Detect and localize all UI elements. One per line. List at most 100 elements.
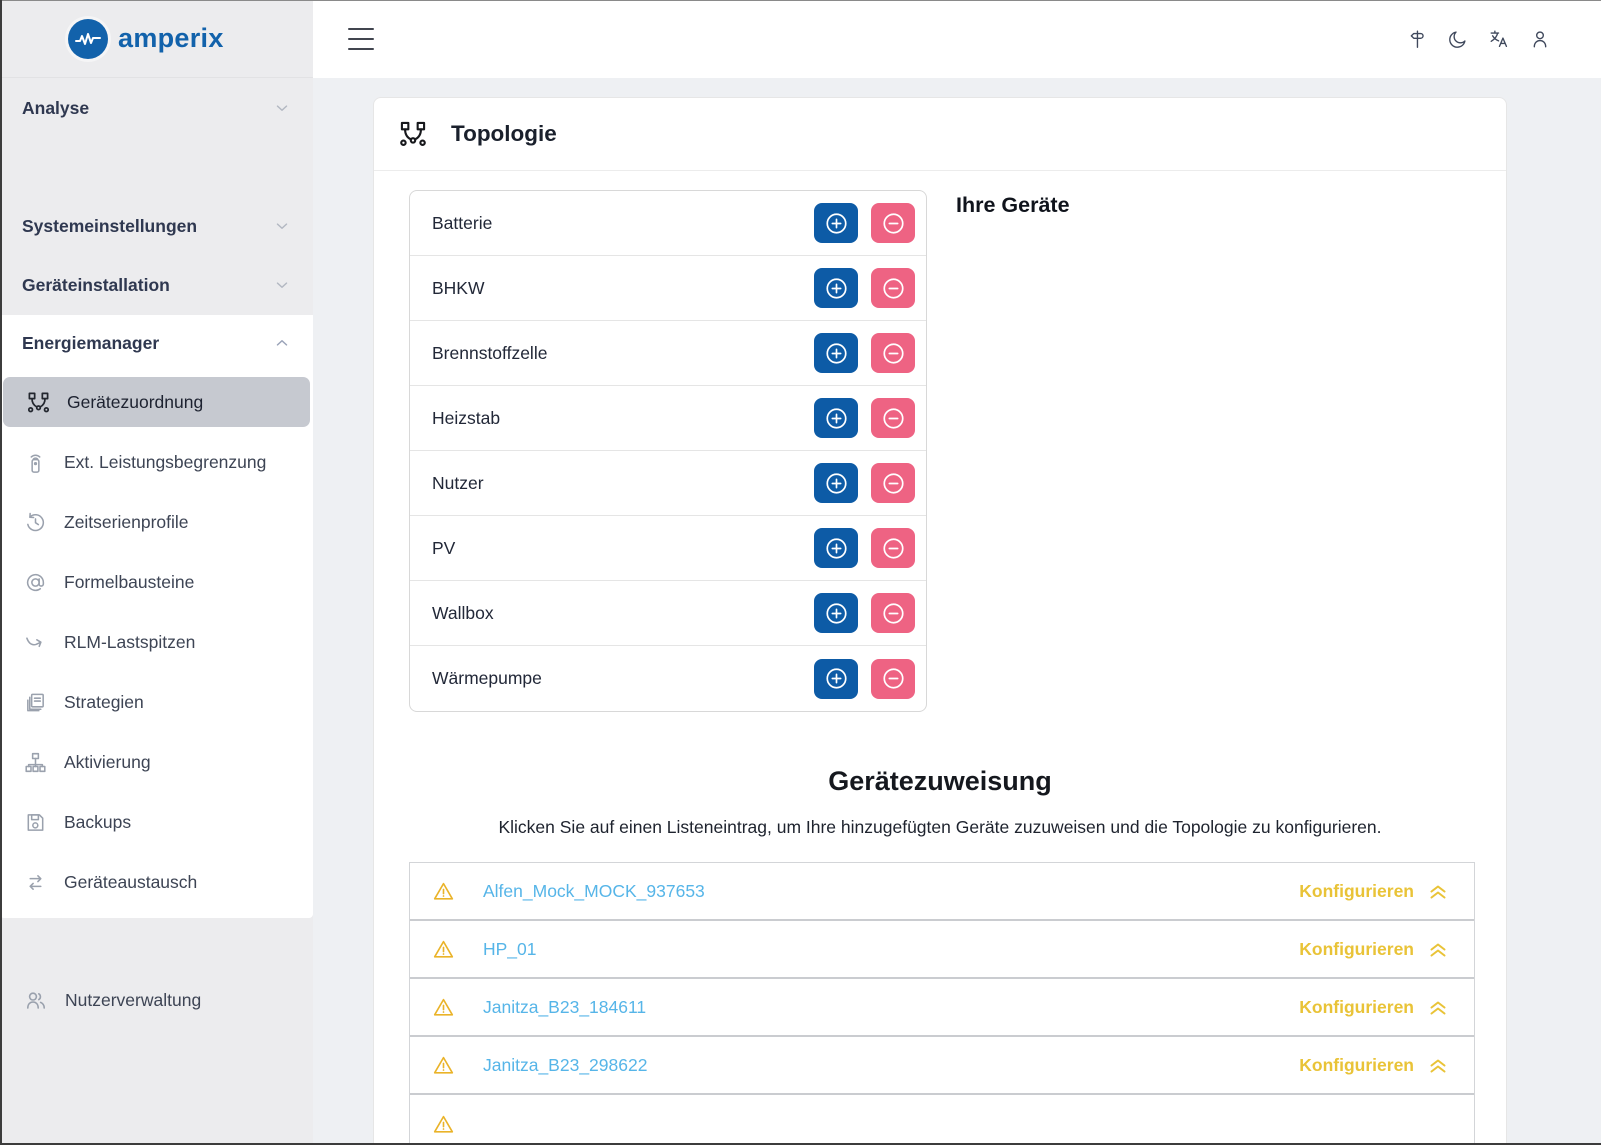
sidebar-item-backups[interactable]: Backups [0,792,313,852]
circle-plus-icon [823,405,850,432]
sidebar-item-nutzerverwaltung[interactable]: Nutzerverwaltung [0,970,313,1030]
remove-device-button[interactable] [871,333,915,373]
device-type-list: Batterie BHKW Brennstoffzelle Heizstab Nutze… [409,190,927,712]
device-link[interactable]: Janitza_B23_298622 [483,1054,648,1075]
circle-minus-icon [880,340,907,367]
device-type-row: Nutzer [410,451,926,516]
device-type-row: PV [410,516,926,581]
device-row[interactable] [410,1095,1474,1145]
device-row[interactable]: Janitza_B23_184611 Konfigurieren [410,979,1474,1037]
card-header: Topologie [374,98,1506,171]
device-link[interactable]: Janitza_B23_184611 [483,996,647,1017]
swap-icon [24,871,47,894]
user-profile-icon[interactable] [1529,28,1551,50]
remove-device-button[interactable] [871,658,915,699]
language-translate-icon[interactable] [1488,28,1510,50]
sidebar: amperix Analyse Systemeinstellungen Gerä… [0,0,313,1145]
sidebar-section-systemeinstellungen[interactable]: Systemeinstellungen [0,206,313,246]
add-device-button[interactable] [814,658,858,699]
device-link[interactable]: HP_01 [483,938,537,959]
layers-icon [24,691,47,714]
remove-device-button[interactable] [871,528,915,568]
remove-device-button[interactable] [871,203,915,243]
configure-link[interactable]: Konfigurieren [1299,880,1414,901]
chevron-down-icon [273,99,291,117]
device-type-label: BHKW [432,277,485,298]
users-icon [24,988,48,1012]
sidebar-item-rlm-lastspitzen[interactable]: RLM-Lastspitzen [0,612,313,672]
sidebar-item-ger-teaustausch[interactable]: Geräteaustausch [0,852,313,912]
device-row[interactable]: Janitza_B23_298622 Konfigurieren [410,1037,1474,1095]
remove-device-button[interactable] [871,463,915,503]
double-chevron-up-icon[interactable] [1426,1053,1450,1077]
device-link[interactable]: Alfen_Mock_MOCK_937653 [483,880,705,901]
circle-minus-icon [880,665,907,692]
warning-icon [432,880,455,903]
sidebar-item-ext-leistungsbegrenzung[interactable]: Ext. Leistungsbegrenzung [0,432,313,492]
add-device-button[interactable] [814,528,858,568]
sidebar-item-zeitserienprofile[interactable]: Zeitserienprofile [0,492,313,552]
configure-link[interactable]: Konfigurieren [1299,996,1414,1017]
circle-plus-icon [823,210,850,237]
add-device-button[interactable] [814,203,858,243]
configure-link[interactable]: Konfigurieren [1299,938,1414,959]
circle-plus-icon [823,470,850,497]
brand-logo[interactable]: amperix [0,0,313,78]
circle-minus-icon [880,470,907,497]
sidebar-item-label: Formelbausteine [64,571,195,592]
add-device-button[interactable] [814,398,858,438]
sidebar-item-label: Zeitserienprofile [64,511,189,532]
remote-icon [24,451,47,474]
circle-plus-icon [823,535,850,562]
your-devices-heading: Ihre Geräte [956,193,1070,217]
topology-icon [27,391,50,414]
add-device-button[interactable] [814,333,858,373]
sidebar-section-energiemanager[interactable]: Energiemanager [0,323,313,363]
dark-mode-moon-icon[interactable] [1447,28,1469,50]
circle-minus-icon [880,535,907,562]
device-type-label: Brennstoffzelle [432,342,548,363]
device-type-label: Nutzer [432,472,484,493]
sidebar-item-label: Ext. Leistungsbegrenzung [64,451,267,472]
add-device-button[interactable] [814,268,858,308]
sidebar-item-strategien[interactable]: Strategien [0,672,313,732]
sidebar-item-aktivierung[interactable]: Aktivierung [0,732,313,792]
assignment-subtitle: Klicken Sie auf einen Listeneintrag, um … [498,817,1382,837]
topology-card: Topologie Batterie BHKW Brennstoffzelle Hei… [373,97,1507,1145]
double-chevron-up-icon[interactable] [1426,995,1450,1019]
signpost-icon[interactable] [1406,28,1428,50]
add-device-button[interactable] [814,593,858,633]
sidebar-section-analyse[interactable]: Analyse [0,88,313,128]
device-type-row: Heizstab [410,386,926,451]
sidebar-item-label: Backups [64,811,132,832]
sidebar-section-geraeteinstallation[interactable]: Geräteinstallation [0,265,313,305]
at-icon [24,571,47,594]
device-assignment-list: Alfen_Mock_MOCK_937653 Konfigurieren HP_01… [409,862,1475,1145]
window-frame-bottom [0,1143,1601,1145]
configure-link[interactable]: Konfigurieren [1299,1054,1414,1075]
chevron-up-icon [273,334,291,352]
sidebar-item-label: Aktivierung [64,751,151,772]
add-device-button[interactable] [814,463,858,503]
sidebar-item-formelbausteine[interactable]: Formelbausteine [0,552,313,612]
warning-icon [432,1054,455,1077]
device-type-row: Wärmepumpe [410,646,926,711]
remove-device-button[interactable] [871,268,915,308]
remove-device-button[interactable] [871,398,915,438]
hamburger-menu-icon[interactable] [348,28,374,50]
sitemap-icon [24,751,47,774]
remove-device-button[interactable] [871,593,915,633]
double-chevron-up-icon[interactable] [1426,879,1450,903]
circle-plus-icon [823,600,850,627]
device-row[interactable]: HP_01 Konfigurieren [410,921,1474,979]
device-row[interactable]: Alfen_Mock_MOCK_937653 Konfigurieren [410,863,1474,921]
warning-icon [432,938,455,961]
circle-minus-icon [880,275,907,302]
device-type-row: Batterie [410,191,926,256]
device-type-label: Heizstab [432,407,501,428]
circle-plus-icon [823,340,850,367]
sidebar-item-label: RLM-Lastspitzen [64,631,196,652]
double-chevron-up-icon[interactable] [1426,937,1450,961]
sidebar-item-ger-tezuordnung[interactable]: Gerätezuordnung [3,377,310,427]
sidebar-item-label: Gerätezuordnung [67,391,204,412]
